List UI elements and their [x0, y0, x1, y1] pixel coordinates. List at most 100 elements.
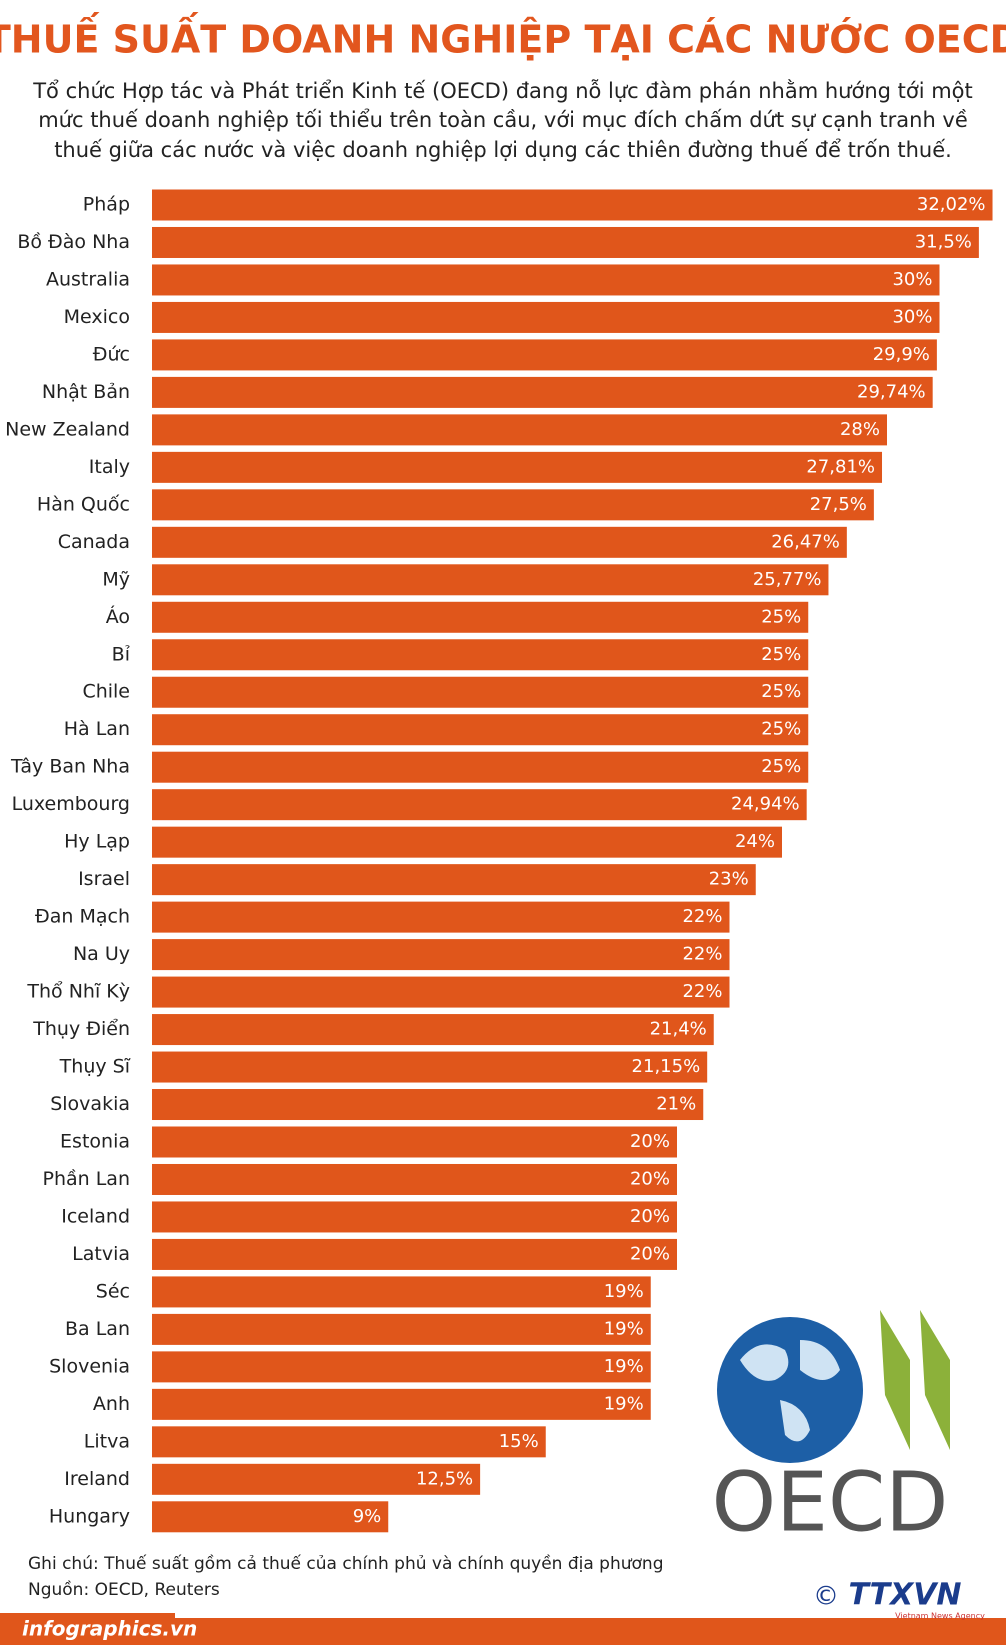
category-label: Bỉ [112, 643, 130, 665]
value-label: 22% [682, 981, 722, 1002]
category-label: Luxembourg [12, 793, 130, 815]
subtitle: mức thuế doanh nghiệp tối thiểu trên toà… [38, 108, 968, 132]
category-label: Mexico [64, 306, 130, 328]
category-label: Thụy Điển [32, 1018, 130, 1040]
category-label: Nhật Bản [42, 381, 130, 403]
value-label: 21% [656, 1094, 696, 1115]
value-label: 29,74% [857, 381, 926, 402]
bar [152, 1238, 677, 1270]
value-label: 25% [761, 719, 801, 740]
value-label: 20% [630, 1131, 670, 1152]
bar [152, 1014, 714, 1046]
bar [152, 676, 809, 708]
continents [740, 1340, 840, 1442]
bar [152, 864, 756, 896]
value-label: 30% [892, 306, 932, 327]
bar [152, 301, 940, 333]
value-label: 25% [761, 681, 801, 702]
category-label: Áo [106, 605, 130, 628]
category-label: Hy Lạp [64, 831, 130, 853]
chart-title: THUẾ SUẤT DOANH NGHIỆP TẠI CÁC NƯỚC OECD [0, 13, 1006, 62]
chevrons [880, 1310, 950, 1450]
bar [152, 1276, 651, 1308]
category-label: Iceland [61, 1205, 130, 1227]
category-label: Hàn Quốc [37, 493, 130, 515]
value-label: 21,4% [650, 1019, 707, 1040]
value-label: 25% [761, 606, 801, 627]
bar [152, 189, 993, 221]
footer-site: infographics.vn [22, 1617, 197, 1641]
globe [717, 1317, 863, 1463]
bar [152, 1051, 708, 1083]
bar [152, 901, 730, 933]
bar [152, 489, 874, 521]
category-label: Pháp [83, 194, 130, 216]
bar [152, 1501, 389, 1533]
value-label: 19% [604, 1281, 644, 1302]
category-label: Thụy Sĩ [59, 1056, 131, 1078]
copyright: © [813, 1582, 839, 1612]
category-label: Israel [78, 868, 130, 890]
bar [152, 526, 847, 558]
category-label: Anh [93, 1393, 130, 1415]
value-label: 25,77% [753, 569, 822, 590]
value-label: 24% [735, 831, 775, 852]
oecd-logo: OECD [712, 1310, 950, 1550]
category-label: Latvia [72, 1243, 130, 1265]
bar [152, 1201, 677, 1233]
category-label: Ba Lan [65, 1318, 130, 1340]
category-label: Bồ Đào Nha [17, 231, 130, 253]
bar [152, 564, 829, 596]
category-label: Australia [46, 268, 130, 290]
value-label: 19% [604, 1356, 644, 1377]
category-label: Phần Lan [43, 1168, 131, 1190]
bar [152, 1463, 481, 1495]
bar [152, 751, 809, 783]
category-label: Tây Ban Nha [10, 756, 130, 778]
value-label: 25% [761, 644, 801, 665]
value-label: 15% [499, 1431, 539, 1452]
bar [152, 826, 782, 858]
bar [152, 226, 979, 258]
value-label: 27,81% [806, 456, 875, 477]
value-label: 29,9% [873, 344, 930, 365]
category-label: Séc [96, 1280, 130, 1302]
source: Nguồn: OECD, Reuters [28, 1579, 220, 1600]
value-label: 22% [682, 944, 722, 965]
category-label: Slovakia [50, 1093, 130, 1115]
bar [152, 976, 730, 1008]
category-label: Hungary [49, 1505, 130, 1527]
bar [152, 1351, 651, 1383]
category-label: Đức [93, 343, 130, 365]
bar [152, 1426, 546, 1458]
value-label: 9% [353, 1506, 382, 1527]
value-label: 12,5% [416, 1468, 473, 1489]
category-label: Estonia [60, 1131, 130, 1153]
bar [152, 264, 940, 296]
note: Ghi chú: Thuế suất gồm cả thuế của chính… [28, 1553, 663, 1574]
subtitle: thuế giữa các nước và việc doanh nghiệp … [54, 138, 952, 162]
category-label: Slovenia [49, 1355, 130, 1377]
bar [152, 376, 933, 408]
category-label: Chile [82, 681, 130, 703]
category-label: Na Uy [73, 943, 130, 965]
value-label: 23% [709, 869, 749, 890]
value-label: 31,5% [915, 231, 972, 252]
bar [152, 939, 730, 971]
agency: TTXVN [848, 1578, 961, 1613]
category-label: Litva [84, 1430, 130, 1452]
value-label: 20% [630, 1243, 670, 1264]
bar [152, 414, 887, 446]
bar [152, 1089, 704, 1121]
category-label: Thổ Nhĩ Kỳ [26, 981, 130, 1003]
subtitle: Tổ chức Hợp tác và Phát triển Kinh tế (O… [32, 78, 973, 103]
category-label: Đan Mạch [35, 906, 130, 928]
value-label: 32,02% [917, 194, 986, 215]
value-label: 24,94% [731, 794, 800, 815]
category-label: Italy [89, 456, 130, 478]
value-label: 20% [630, 1206, 670, 1227]
bar [152, 1313, 651, 1345]
category-label: Ireland [64, 1468, 130, 1490]
bar [152, 714, 809, 746]
